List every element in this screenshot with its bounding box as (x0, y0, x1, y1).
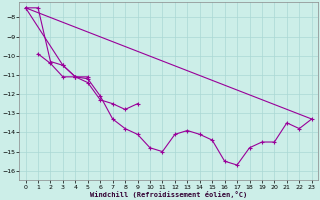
X-axis label: Windchill (Refroidissement éolien,°C): Windchill (Refroidissement éolien,°C) (90, 191, 247, 198)
